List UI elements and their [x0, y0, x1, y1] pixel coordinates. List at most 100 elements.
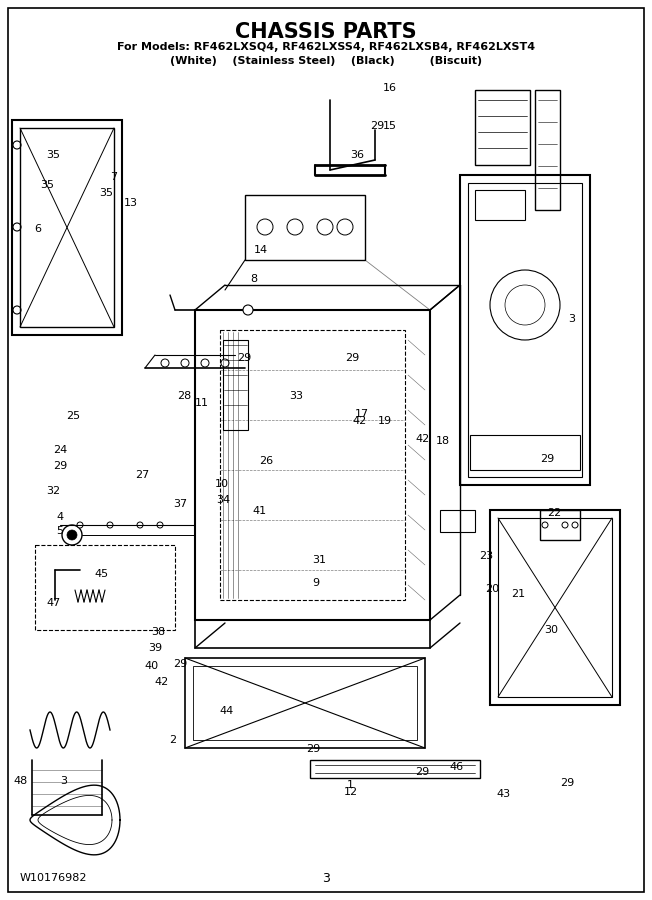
Text: 30: 30 — [544, 625, 558, 635]
Text: 23: 23 — [479, 551, 493, 562]
Text: 14: 14 — [254, 245, 268, 256]
Bar — [35, 545, 175, 630]
Text: 24: 24 — [53, 445, 68, 455]
Text: 38: 38 — [151, 626, 165, 637]
Text: 40: 40 — [144, 661, 158, 671]
Text: 45: 45 — [94, 569, 108, 580]
Text: 31: 31 — [312, 554, 327, 565]
Text: 15: 15 — [383, 121, 397, 131]
Text: For Models: RF462LXSQ4, RF462LXSS4, RF462LXSB4, RF462LXST4: For Models: RF462LXSQ4, RF462LXSS4, RF46… — [117, 42, 535, 52]
Text: 48: 48 — [14, 776, 28, 787]
Bar — [490, 510, 620, 705]
Circle shape — [221, 359, 229, 367]
Text: 22: 22 — [547, 508, 561, 518]
Text: 44: 44 — [220, 706, 234, 716]
Bar — [245, 195, 365, 260]
Text: 42: 42 — [415, 434, 430, 445]
Bar — [468, 183, 582, 477]
Text: 29: 29 — [560, 778, 574, 788]
Text: 10: 10 — [215, 479, 229, 490]
Text: 12: 12 — [344, 787, 358, 797]
Text: 1: 1 — [348, 779, 354, 790]
Text: 18: 18 — [436, 436, 451, 446]
Text: 33: 33 — [289, 391, 304, 401]
Bar — [440, 510, 475, 532]
Bar — [470, 435, 580, 470]
Text: 25: 25 — [66, 410, 80, 421]
Text: 9: 9 — [312, 578, 319, 589]
Bar — [195, 620, 430, 648]
Text: 26: 26 — [259, 455, 273, 466]
Text: 4: 4 — [57, 511, 63, 522]
Text: 28: 28 — [177, 391, 192, 401]
Text: 20: 20 — [485, 584, 499, 595]
Text: 19: 19 — [378, 416, 392, 427]
Text: 35: 35 — [46, 149, 61, 160]
Text: 47: 47 — [46, 598, 61, 608]
Text: 6: 6 — [35, 224, 41, 235]
Circle shape — [161, 359, 169, 367]
Text: 3: 3 — [569, 314, 575, 325]
Bar — [193, 666, 417, 740]
Text: 37: 37 — [173, 499, 188, 509]
Bar — [310, 760, 480, 778]
Text: 39: 39 — [148, 643, 162, 653]
Text: 21: 21 — [511, 589, 526, 599]
Text: 29: 29 — [345, 353, 359, 364]
Text: 35: 35 — [40, 179, 54, 190]
Circle shape — [67, 530, 77, 540]
Text: 5: 5 — [57, 526, 63, 536]
Text: 27: 27 — [135, 470, 149, 481]
Circle shape — [572, 522, 578, 528]
Text: 13: 13 — [123, 197, 138, 208]
Text: 42: 42 — [155, 677, 169, 688]
Text: 11: 11 — [195, 398, 209, 409]
Bar — [185, 658, 425, 748]
Circle shape — [243, 305, 253, 315]
Text: W10176982: W10176982 — [20, 873, 87, 883]
Text: 43: 43 — [496, 788, 511, 799]
Text: 41: 41 — [252, 506, 267, 517]
Text: 29: 29 — [370, 121, 384, 131]
Text: 8: 8 — [251, 274, 258, 284]
Text: 29: 29 — [541, 454, 555, 464]
Bar — [220, 330, 405, 600]
Circle shape — [137, 522, 143, 528]
Bar — [475, 190, 525, 220]
Text: 36: 36 — [350, 149, 364, 160]
Text: 17: 17 — [355, 409, 369, 419]
Text: 29: 29 — [306, 743, 320, 754]
Bar — [540, 510, 580, 540]
Text: 29: 29 — [53, 461, 68, 472]
Text: 32: 32 — [46, 485, 61, 496]
Circle shape — [77, 522, 83, 528]
Bar — [195, 310, 430, 620]
Bar — [535, 90, 560, 210]
Circle shape — [157, 522, 163, 528]
Bar — [498, 518, 612, 697]
Bar — [20, 128, 114, 327]
Text: 16: 16 — [383, 83, 397, 94]
Text: 35: 35 — [99, 188, 113, 199]
Circle shape — [542, 522, 548, 528]
Bar — [475, 90, 530, 165]
Text: 34: 34 — [216, 494, 230, 505]
Bar — [223, 340, 248, 430]
Text: 46: 46 — [449, 761, 464, 772]
Text: (White)    (Stainless Steel)    (Black)         (Biscuit): (White) (Stainless Steel) (Black) (Biscu… — [170, 56, 482, 66]
Circle shape — [181, 359, 189, 367]
Bar — [460, 175, 590, 485]
Text: CHASSIS PARTS: CHASSIS PARTS — [235, 22, 417, 42]
Text: 3: 3 — [322, 871, 330, 885]
Circle shape — [201, 359, 209, 367]
Text: 3: 3 — [60, 776, 67, 787]
Bar — [12, 120, 122, 335]
Circle shape — [107, 522, 113, 528]
Text: 29: 29 — [237, 353, 251, 364]
Text: 29: 29 — [415, 767, 430, 778]
Text: 2: 2 — [170, 734, 176, 745]
Text: 42: 42 — [353, 416, 367, 427]
Circle shape — [562, 522, 568, 528]
Text: 7: 7 — [111, 172, 117, 183]
Text: 29: 29 — [173, 659, 187, 670]
